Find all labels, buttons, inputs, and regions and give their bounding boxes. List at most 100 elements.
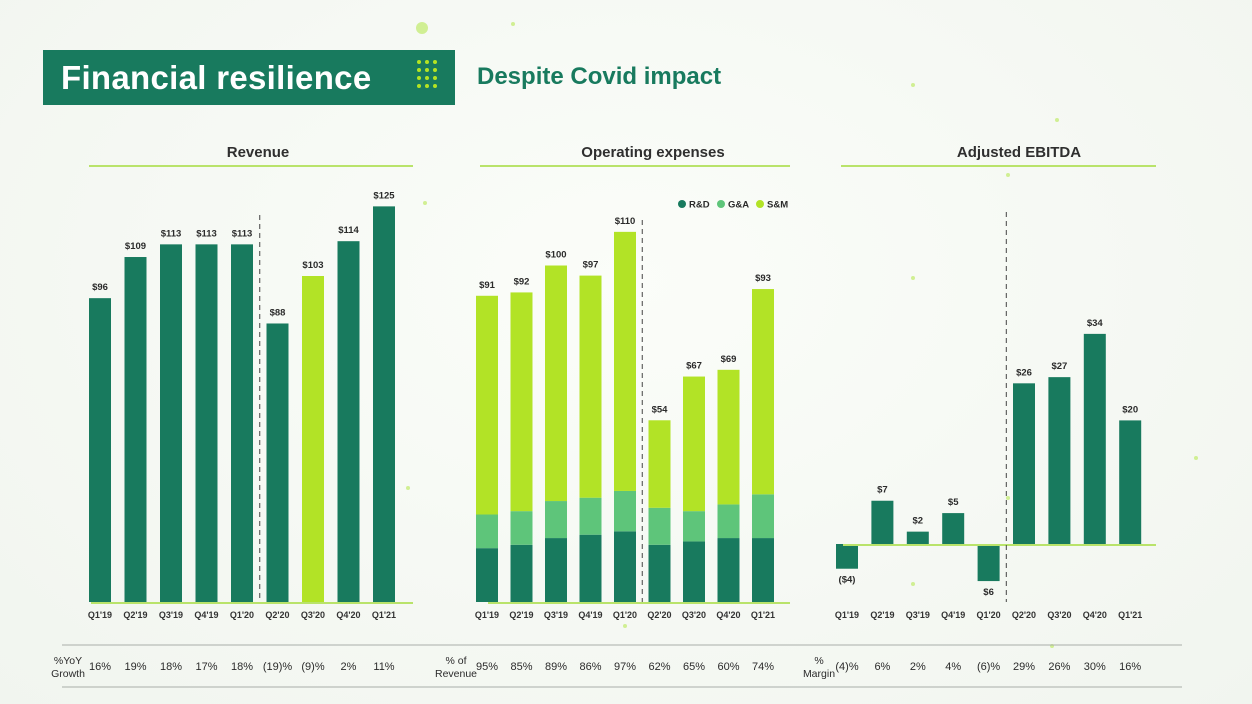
bar bbox=[1083, 333, 1106, 544]
bar-total-label: $54 bbox=[652, 404, 669, 415]
footer-value: 4% bbox=[945, 661, 961, 673]
footer-value: 19% bbox=[124, 661, 146, 673]
background-dot bbox=[1006, 173, 1010, 177]
bar-segment-gna bbox=[683, 511, 705, 542]
category-label: Q1'21 bbox=[372, 610, 396, 620]
category-label: Q2'20 bbox=[265, 610, 289, 620]
footer-value: 89% bbox=[545, 661, 567, 673]
footer-value: 16% bbox=[89, 661, 111, 673]
bar bbox=[942, 513, 965, 544]
footer-value: 17% bbox=[195, 661, 217, 673]
bar-segment-gna bbox=[717, 504, 740, 539]
category-label: Q1'19 bbox=[88, 610, 112, 620]
bar bbox=[836, 544, 858, 569]
footer-value: 18% bbox=[231, 661, 253, 673]
legend-label: R&D bbox=[689, 200, 710, 211]
footer-value: 95% bbox=[476, 661, 498, 673]
bar-segment-rnd bbox=[648, 544, 671, 602]
category-label: Q1'19 bbox=[835, 610, 859, 620]
bar-segment-rnd bbox=[683, 541, 705, 602]
bar-segment-snm bbox=[752, 289, 774, 495]
legend-marker bbox=[717, 200, 725, 208]
footer-value: 2% bbox=[341, 661, 357, 673]
bar-value-label: ($4) bbox=[839, 575, 856, 586]
category-label: Q2'20 bbox=[647, 610, 671, 620]
bar-value-label: $125 bbox=[373, 190, 395, 201]
footer-value: 11% bbox=[373, 661, 394, 673]
bar bbox=[231, 244, 253, 603]
bar-value-label: $113 bbox=[161, 228, 182, 239]
footer-value: 2% bbox=[910, 661, 926, 673]
bar bbox=[977, 544, 1000, 582]
bar-total-label: $110 bbox=[615, 216, 636, 227]
footer-label-line2: Margin bbox=[803, 668, 835, 680]
bar-value-label: $26 bbox=[1016, 367, 1032, 378]
category-label: Q4'19 bbox=[194, 610, 218, 620]
bar-segment-gna bbox=[476, 514, 498, 549]
category-label: Q2'20 bbox=[1012, 610, 1036, 620]
background-dot bbox=[423, 201, 427, 205]
bar-segment-gna bbox=[648, 507, 671, 545]
page-subtitle: Despite Covid impact bbox=[477, 63, 722, 90]
category-label: Q4'20 bbox=[336, 610, 360, 620]
bar-total-label: $69 bbox=[721, 354, 737, 365]
footer-value: 30% bbox=[1084, 661, 1106, 673]
background-dot bbox=[406, 486, 410, 490]
category-label: Q4'19 bbox=[578, 610, 602, 620]
bar-segment-snm bbox=[683, 376, 705, 512]
chart-title: Revenue bbox=[227, 144, 290, 161]
category-label: Q3'19 bbox=[159, 610, 183, 620]
background-dot bbox=[623, 624, 627, 628]
bar-value-label: $5 bbox=[948, 497, 959, 508]
category-label: Q3'20 bbox=[301, 610, 325, 620]
footer-value: (4)% bbox=[835, 661, 858, 673]
background-dot bbox=[1055, 118, 1059, 122]
bar-segment-gna bbox=[614, 490, 636, 532]
bar-segment-gna bbox=[579, 497, 602, 535]
category-label: Q4'20 bbox=[716, 610, 740, 620]
bar-segment-snm bbox=[648, 420, 671, 508]
bar-value-label: $113 bbox=[232, 228, 253, 239]
bar-segment-rnd bbox=[614, 531, 636, 602]
category-label: Q1'21 bbox=[751, 610, 775, 620]
bar bbox=[871, 500, 894, 544]
category-label: Q1'20 bbox=[230, 610, 254, 620]
footer-value: 74% bbox=[752, 661, 774, 673]
bar bbox=[266, 323, 289, 602]
bar bbox=[906, 531, 929, 544]
bar-value-label: $34 bbox=[1087, 318, 1104, 329]
bar-value-label: $96 bbox=[92, 282, 108, 293]
bar-segment-gna bbox=[752, 494, 774, 539]
bar-segment-snm bbox=[545, 265, 567, 502]
bar-value-label: $7 bbox=[877, 485, 888, 496]
bar-segment-rnd bbox=[545, 538, 567, 602]
footer-value: 86% bbox=[579, 661, 601, 673]
bar bbox=[89, 298, 111, 602]
bar-total-label: $92 bbox=[514, 276, 530, 287]
category-label: Q3'19 bbox=[544, 610, 568, 620]
footer-value: 18% bbox=[160, 661, 182, 673]
bar bbox=[1013, 383, 1035, 544]
category-label: Q3'20 bbox=[1047, 610, 1071, 620]
bar bbox=[302, 276, 324, 602]
bar-value-label: $88 bbox=[270, 307, 286, 318]
title-box: Financial resilience bbox=[43, 50, 455, 105]
legend-marker bbox=[678, 200, 686, 208]
footer-value: (9)% bbox=[301, 661, 324, 673]
footer-value: 85% bbox=[510, 661, 532, 673]
category-label: Q3'20 bbox=[682, 610, 706, 620]
bar-value-label: $2 bbox=[913, 516, 924, 527]
bar-segment-snm bbox=[717, 369, 740, 505]
category-label: Q2'19 bbox=[509, 610, 533, 620]
footer-label-line1: % of bbox=[445, 655, 466, 667]
bar-value-label: $109 bbox=[125, 241, 146, 252]
footer-value: 29% bbox=[1013, 661, 1035, 673]
bar-segment-rnd bbox=[717, 538, 740, 602]
footer-value: 65% bbox=[683, 661, 705, 673]
bar-segment-gna bbox=[545, 501, 567, 539]
bar bbox=[195, 244, 218, 603]
page-title: Financial resilience bbox=[61, 59, 372, 96]
bar-total-label: $91 bbox=[479, 280, 496, 291]
footer-label-line2: Revenue bbox=[435, 668, 477, 680]
